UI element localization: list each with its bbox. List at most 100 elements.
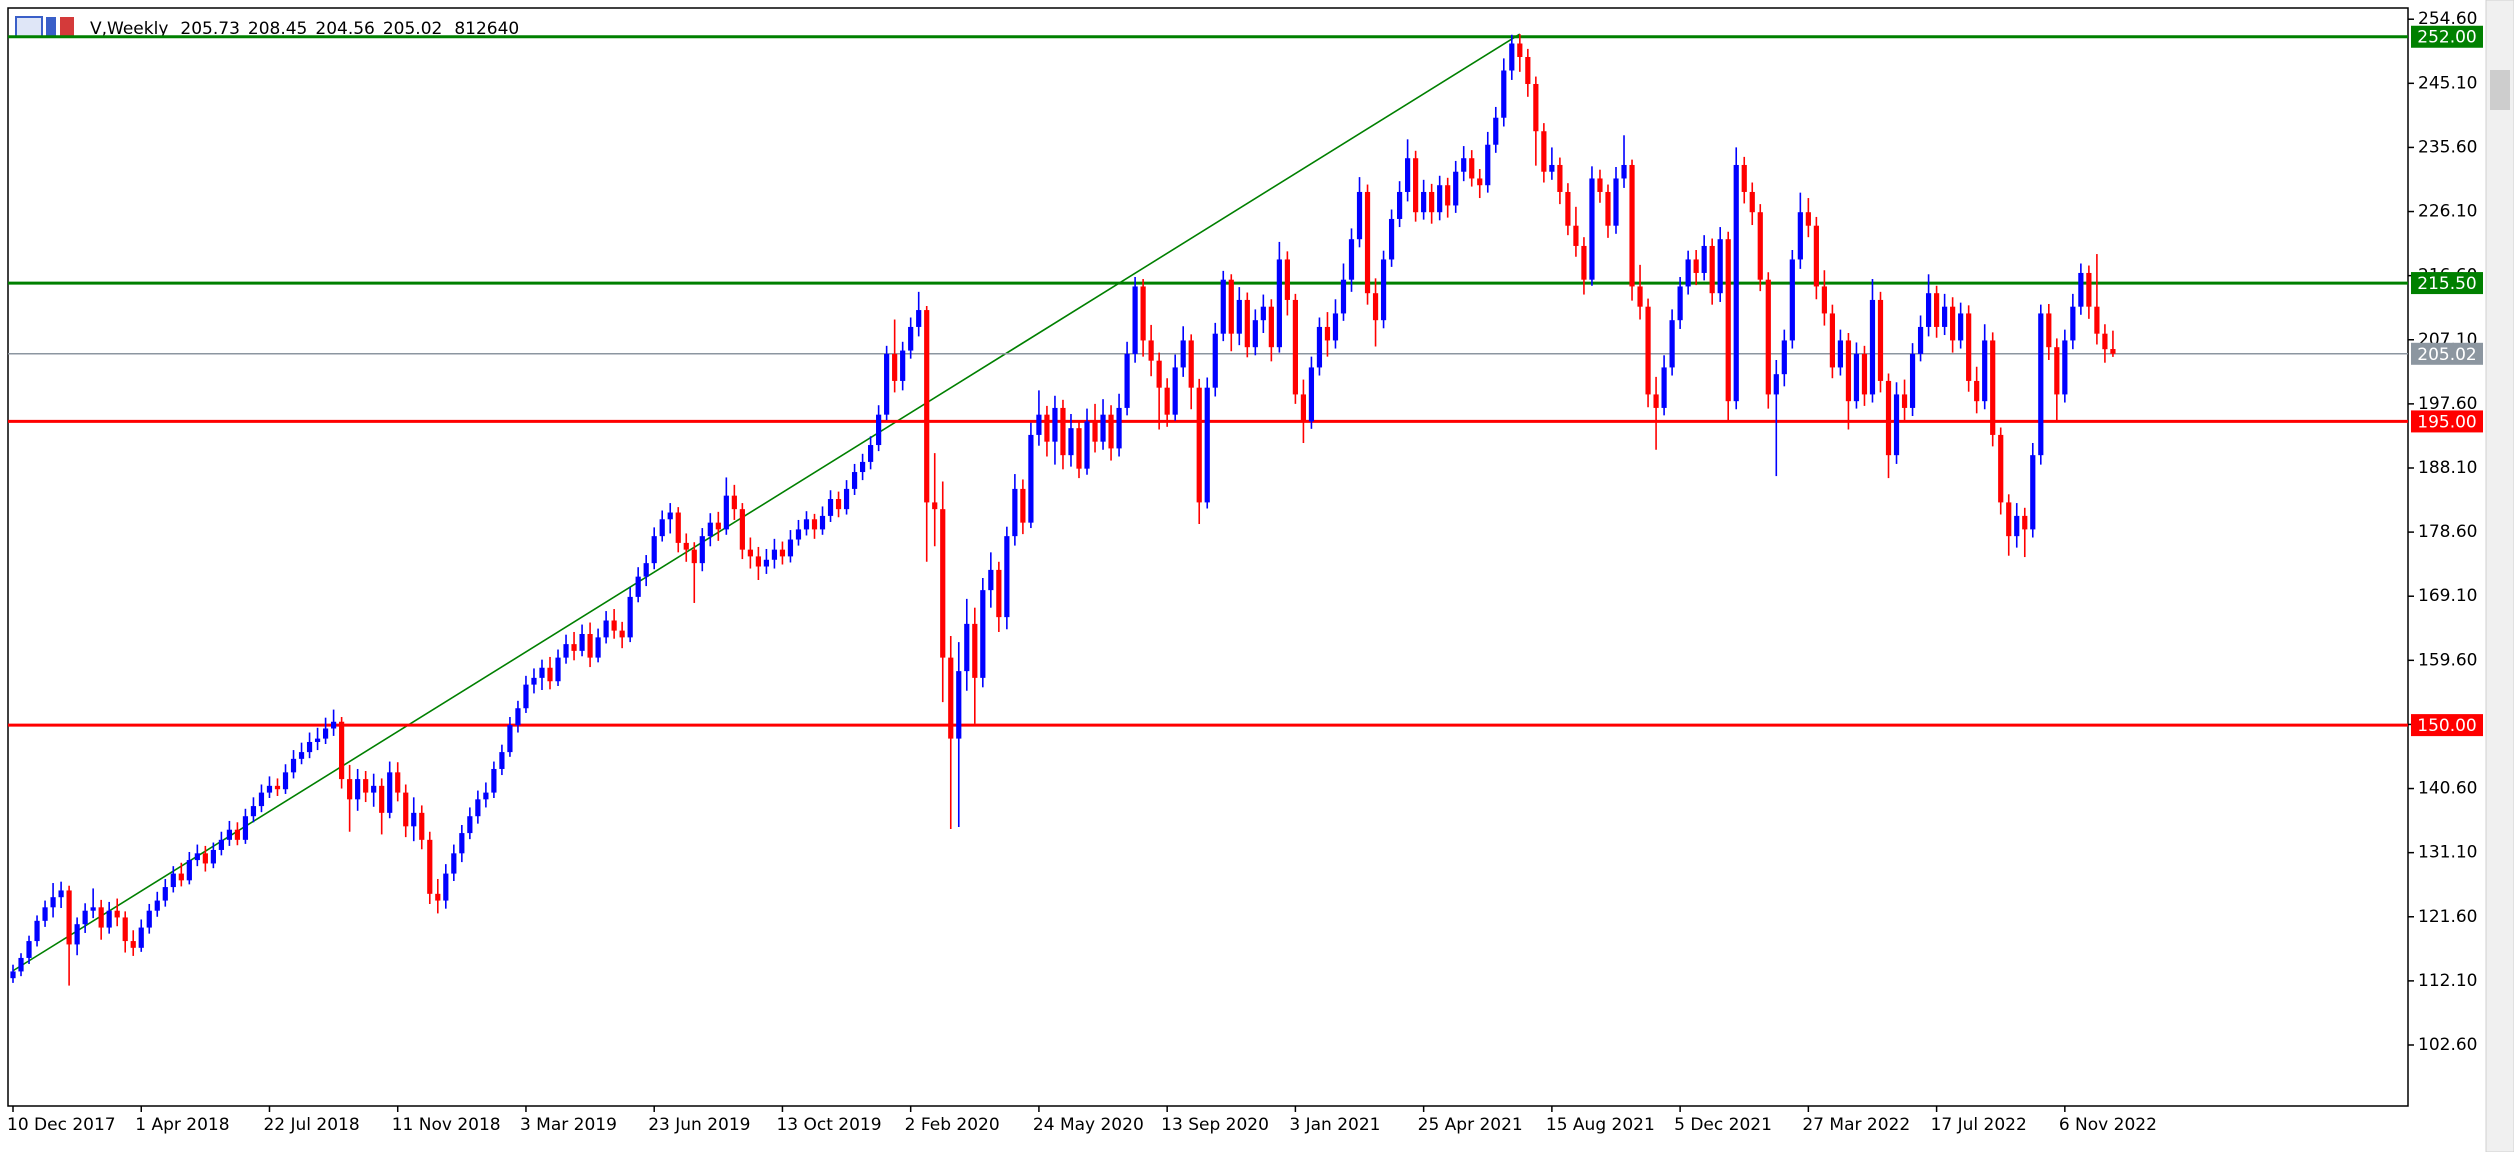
candle-body bbox=[1485, 144, 1491, 186]
candle-body bbox=[1421, 191, 1427, 213]
candle-body bbox=[1453, 171, 1459, 206]
candle-body bbox=[1741, 164, 1747, 192]
header-ohlc: 205.02 bbox=[383, 19, 442, 39]
candle-body bbox=[555, 657, 561, 682]
candle-body bbox=[1300, 394, 1307, 422]
candle-body bbox=[162, 887, 168, 901]
candle-body bbox=[1292, 299, 1298, 395]
x-tick-label: 15 Aug 2021 bbox=[1546, 1115, 1655, 1135]
candle-body bbox=[1877, 299, 1884, 381]
candle-body bbox=[1934, 293, 1940, 327]
scrollbar-thumb[interactable] bbox=[2490, 70, 2510, 110]
candle-body bbox=[627, 596, 633, 638]
candle-body bbox=[331, 721, 337, 729]
candle-body bbox=[1477, 178, 1483, 186]
candle-body bbox=[884, 353, 890, 415]
candle-body bbox=[1308, 367, 1315, 422]
candle-body bbox=[1669, 320, 1675, 368]
candle-body bbox=[274, 785, 281, 790]
candle-body bbox=[964, 623, 970, 672]
candle-body bbox=[1725, 239, 1731, 402]
candle-body bbox=[771, 549, 778, 560]
candle-body bbox=[1958, 313, 1964, 341]
candle-body bbox=[988, 569, 994, 591]
candle-body bbox=[1268, 306, 1274, 348]
candle-body bbox=[1637, 286, 1643, 307]
candle-body bbox=[146, 910, 152, 928]
candle-body bbox=[154, 900, 160, 911]
x-tick-label: 3 Mar 2019 bbox=[520, 1115, 617, 1135]
candle-body bbox=[1493, 117, 1499, 145]
candle-body bbox=[2022, 515, 2028, 530]
x-tick-label: 2 Feb 2020 bbox=[905, 1115, 1000, 1135]
candle-body bbox=[803, 519, 810, 530]
x-tick-label: 23 Jun 2019 bbox=[648, 1115, 750, 1135]
candle-body bbox=[1348, 239, 1355, 280]
candle-body bbox=[2070, 306, 2076, 341]
candle-body bbox=[1236, 299, 1242, 334]
candle-body bbox=[996, 569, 1002, 618]
candle-body bbox=[1781, 340, 1787, 375]
candle-body bbox=[42, 907, 48, 921]
candle-body bbox=[1332, 313, 1339, 341]
y-tick-label: 169.10 bbox=[2418, 586, 2477, 606]
candle-body bbox=[699, 536, 705, 564]
candle-body bbox=[2094, 306, 2100, 334]
candle-body bbox=[1244, 299, 1250, 348]
y-tick-label: 131.10 bbox=[2418, 843, 2477, 863]
candle-body bbox=[1925, 293, 1932, 327]
candle-body bbox=[403, 792, 409, 827]
candle-body bbox=[1589, 178, 1595, 280]
candle-body bbox=[1974, 380, 1980, 402]
level-box bbox=[2411, 714, 2483, 737]
candle-body bbox=[1950, 306, 1956, 341]
candle-body bbox=[835, 499, 842, 510]
candle-body bbox=[1517, 43, 1523, 57]
candle-body bbox=[980, 590, 986, 678]
header-ohlc: 208.45 bbox=[248, 19, 307, 39]
candle-body bbox=[130, 941, 136, 948]
candle-body bbox=[1469, 158, 1475, 179]
candle-body bbox=[1148, 340, 1154, 361]
candle-body bbox=[1276, 259, 1282, 348]
candle-body bbox=[1132, 286, 1138, 354]
candle-body bbox=[1613, 178, 1619, 226]
y-tick-label: 245.10 bbox=[2418, 73, 2477, 93]
x-tick-label: 5 Dec 2021 bbox=[1674, 1115, 1772, 1135]
candle-body bbox=[1020, 488, 1026, 523]
candle-body bbox=[1380, 259, 1387, 321]
candle-body bbox=[691, 549, 697, 564]
candle-body bbox=[122, 917, 128, 942]
candle-body bbox=[1156, 360, 1162, 388]
candle-body bbox=[843, 488, 850, 510]
candle-body bbox=[2062, 340, 2068, 395]
candle-body bbox=[2030, 455, 2036, 530]
y-tick-label: 102.60 bbox=[2418, 1035, 2477, 1055]
candle-body bbox=[523, 684, 529, 709]
candle-body bbox=[1565, 191, 1571, 226]
candle-body bbox=[1076, 428, 1082, 469]
candle-body bbox=[106, 910, 112, 928]
candle-body bbox=[667, 512, 673, 520]
candle-body bbox=[932, 502, 938, 510]
x-tick-label: 25 Apr 2021 bbox=[1418, 1115, 1523, 1135]
candle-body bbox=[58, 890, 64, 898]
current-price-label: 205.02 bbox=[2417, 345, 2476, 365]
candle-body bbox=[1942, 306, 1948, 327]
candle-body bbox=[2014, 515, 2020, 537]
candle-body bbox=[1220, 279, 1226, 334]
candle-body bbox=[1653, 394, 1659, 408]
candle-body bbox=[1212, 333, 1218, 388]
candle-body bbox=[1461, 158, 1467, 172]
trend-line bbox=[12, 33, 1521, 972]
y-tick-label: 188.10 bbox=[2418, 458, 2477, 478]
candle-body bbox=[603, 620, 609, 638]
symbol-title: V,Weekly bbox=[90, 19, 168, 39]
candle-body bbox=[178, 873, 184, 881]
candle-body bbox=[290, 758, 297, 773]
candle-body bbox=[2102, 333, 2108, 350]
candle-body bbox=[1645, 306, 1651, 395]
candle-body bbox=[1356, 191, 1363, 240]
candle-body bbox=[339, 721, 345, 780]
candle-body bbox=[1533, 83, 1539, 132]
